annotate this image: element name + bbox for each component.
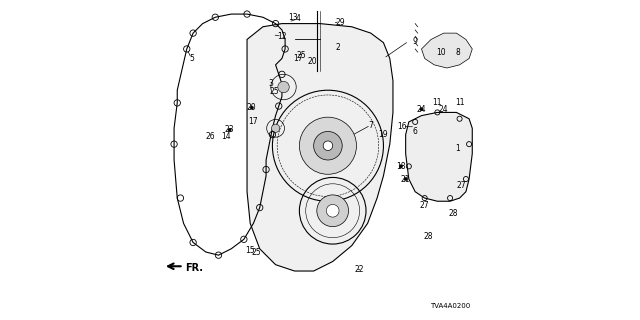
Circle shape [404, 178, 407, 180]
Text: 4: 4 [295, 14, 300, 23]
Text: 5: 5 [189, 54, 194, 63]
Text: 12: 12 [277, 32, 287, 41]
Circle shape [399, 165, 403, 168]
Text: 24: 24 [417, 105, 426, 114]
Text: 10: 10 [436, 48, 445, 57]
Circle shape [250, 106, 253, 109]
Text: 22: 22 [355, 265, 364, 274]
Text: 26: 26 [205, 132, 216, 141]
Text: 7: 7 [368, 121, 373, 130]
Polygon shape [247, 24, 393, 271]
Text: 24: 24 [439, 105, 449, 114]
Text: 25: 25 [269, 87, 279, 96]
Text: 27: 27 [420, 202, 429, 211]
Text: 17: 17 [248, 117, 258, 126]
Circle shape [314, 132, 342, 160]
Text: 25: 25 [296, 51, 306, 60]
Text: 20: 20 [247, 103, 257, 112]
Polygon shape [406, 112, 472, 201]
Circle shape [271, 124, 280, 132]
Text: 18: 18 [396, 162, 406, 171]
Text: 19: 19 [379, 130, 388, 139]
Text: 11: 11 [455, 99, 465, 108]
Polygon shape [422, 33, 472, 68]
Circle shape [420, 108, 423, 111]
Text: 16: 16 [397, 122, 407, 131]
Text: FR.: FR. [185, 263, 203, 273]
Text: 1: 1 [456, 144, 460, 153]
Text: 17: 17 [293, 54, 303, 63]
Text: TVA4A0200: TVA4A0200 [431, 303, 470, 309]
Text: 28: 28 [449, 209, 458, 219]
Circle shape [278, 81, 289, 93]
Text: 21: 21 [401, 174, 410, 184]
Text: 20: 20 [307, 57, 317, 66]
Circle shape [228, 128, 231, 132]
Text: 28: 28 [423, 232, 433, 241]
Text: 9: 9 [413, 36, 418, 45]
Text: 2: 2 [335, 43, 340, 52]
Text: 13: 13 [288, 13, 298, 22]
Text: 11: 11 [433, 99, 442, 108]
Text: 3: 3 [268, 79, 273, 88]
Circle shape [300, 117, 356, 174]
Text: 14: 14 [221, 132, 231, 141]
Circle shape [326, 204, 339, 217]
Circle shape [317, 195, 349, 227]
Text: 23: 23 [225, 125, 234, 134]
Text: 15: 15 [245, 246, 255, 255]
Text: 6: 6 [413, 127, 418, 136]
Circle shape [323, 141, 333, 150]
Text: 29: 29 [336, 18, 346, 27]
Text: 25: 25 [251, 248, 260, 257]
Text: 27: 27 [456, 181, 466, 190]
Text: 8: 8 [456, 48, 460, 57]
